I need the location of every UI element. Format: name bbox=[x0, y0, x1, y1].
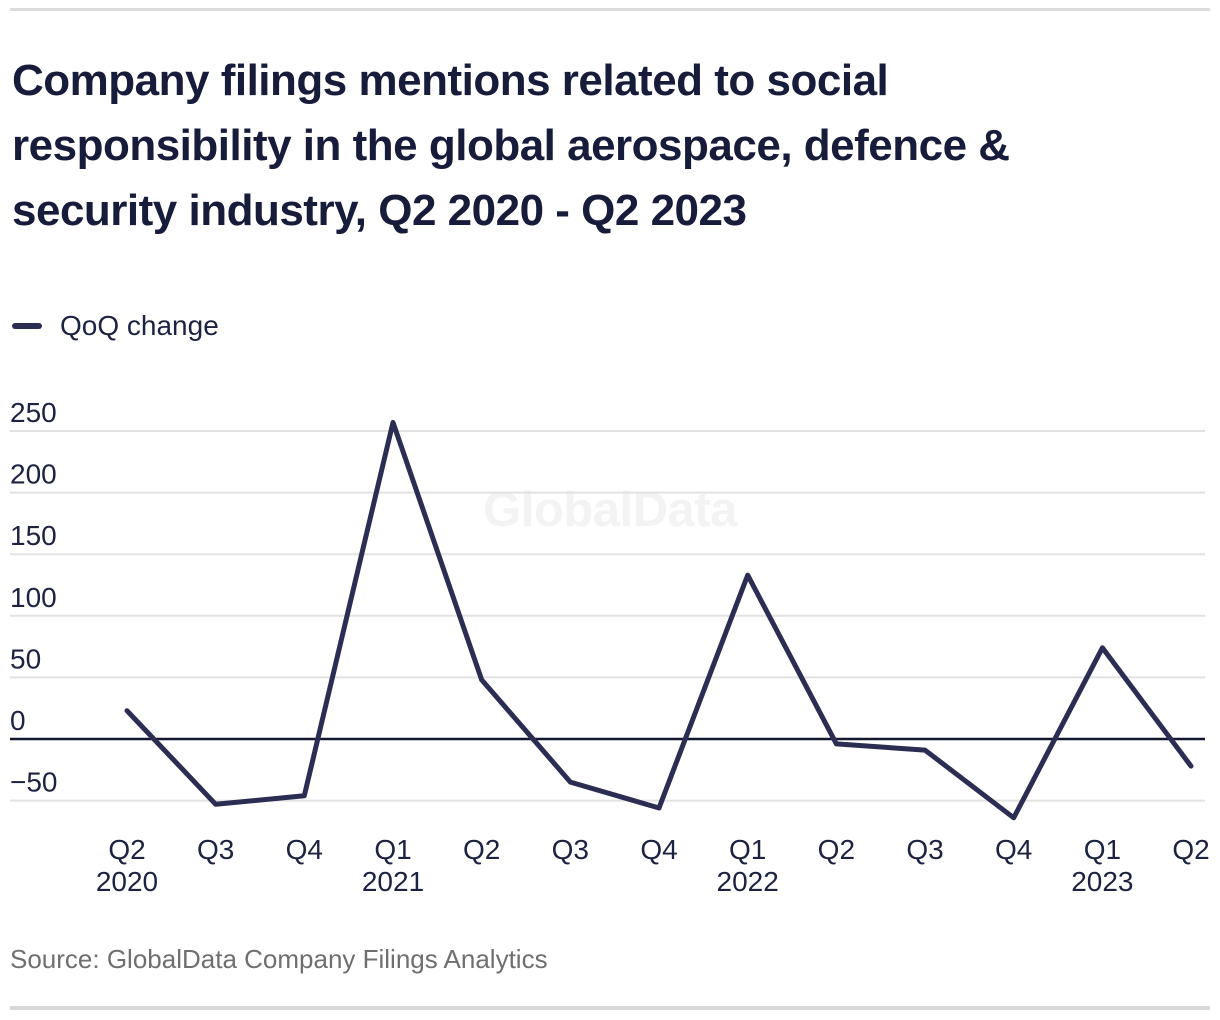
chart-title: Company filings mentions related to soci… bbox=[12, 48, 1172, 243]
x-tick-quarter-1: Q3 bbox=[197, 834, 234, 865]
y-tick-label-100: 100 bbox=[10, 582, 57, 613]
source-caption: Source: GlobalData Company Filings Analy… bbox=[10, 944, 548, 974]
x-tick-quarter-10: Q4 bbox=[995, 834, 1032, 865]
legend: QoQ change bbox=[12, 310, 219, 342]
x-tick-quarter-8: Q2 bbox=[818, 834, 855, 865]
x-tick-quarter-0: Q2 bbox=[108, 834, 145, 865]
bottom-divider bbox=[10, 1006, 1210, 1010]
chart-title-line-2: responsibility in the global aerospace, … bbox=[12, 121, 1010, 170]
y-tick-label-200: 200 bbox=[10, 459, 57, 490]
x-tick-quarter-7: Q1 bbox=[729, 834, 766, 865]
x-tick-quarter-11: Q1 bbox=[1084, 834, 1121, 865]
y-tick-label-−50: −50 bbox=[10, 767, 58, 798]
x-tick-quarter-3: Q1 bbox=[374, 834, 411, 865]
x-tick-quarter-2: Q4 bbox=[286, 834, 323, 865]
chart-title-line-1: Company filings mentions related to soci… bbox=[12, 56, 889, 105]
x-tick-quarter-12: Q2 bbox=[1172, 834, 1209, 865]
y-tick-label-50: 50 bbox=[10, 643, 41, 674]
chart-title-line-3: security industry, Q2 2020 - Q2 2023 bbox=[12, 186, 747, 235]
qoq-change-series-line bbox=[124, 419, 1194, 821]
x-tick-year-2022: 2022 bbox=[717, 866, 779, 897]
y-tick-label-250: 250 bbox=[10, 397, 57, 428]
x-tick-quarter-4: Q2 bbox=[463, 834, 500, 865]
x-tick-quarter-9: Q3 bbox=[906, 834, 943, 865]
x-tick-year-2021: 2021 bbox=[362, 866, 424, 897]
y-tick-label-150: 150 bbox=[10, 520, 57, 551]
legend-label: QoQ change bbox=[60, 310, 219, 341]
x-tick-year-2023: 2023 bbox=[1071, 866, 1133, 897]
y-tick-label-0: 0 bbox=[10, 705, 26, 736]
legend-line-swatch bbox=[12, 323, 42, 329]
top-divider bbox=[10, 8, 1210, 11]
x-tick-year-2020: 2020 bbox=[96, 866, 158, 897]
x-tick-quarter-6: Q4 bbox=[640, 834, 677, 865]
x-tick-quarter-5: Q3 bbox=[552, 834, 589, 865]
